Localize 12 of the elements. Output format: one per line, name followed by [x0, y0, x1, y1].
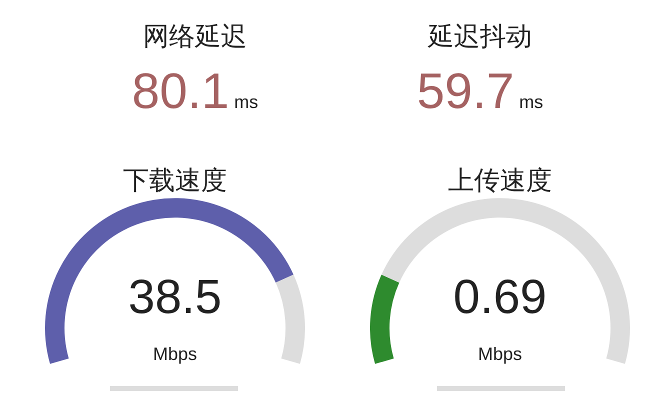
text: 59.7: [416, 63, 514, 119]
chart-title: 下载速度: [122, 165, 228, 196]
text: 延迟抖动: [426, 21, 533, 52]
text: 网络延迟: [142, 21, 248, 52]
text: ms: [518, 92, 544, 112]
text: 80.1: [132, 63, 230, 119]
text: Mbps: [476, 344, 523, 365]
text: 38.5: [127, 270, 223, 326]
text: Mbps: [152, 344, 198, 365]
text: 0.69: [452, 270, 548, 326]
text: ms: [233, 92, 258, 112]
chart-title: 上传速度: [447, 165, 553, 196]
